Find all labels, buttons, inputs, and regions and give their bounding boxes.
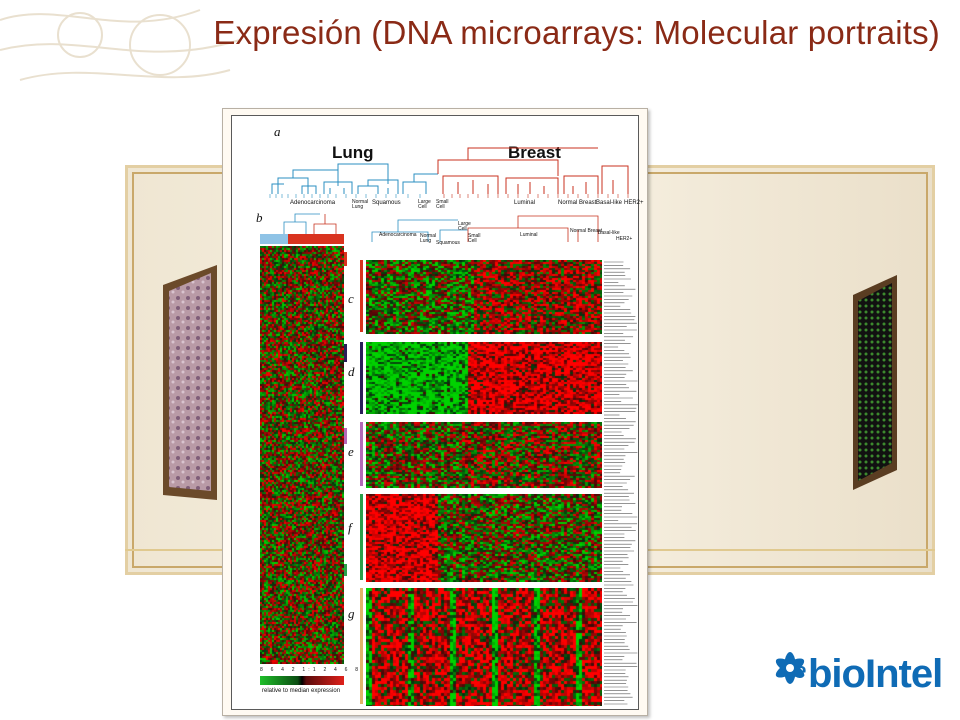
b-subtype-her2: HER2+: [616, 236, 633, 242]
a-subtype-squamous: Squamous: [372, 200, 401, 206]
b-side-marker: [344, 428, 347, 444]
panel-letter-e: e: [348, 444, 354, 459]
b-subtype-adenocarcinoma: Adenocarcinoma: [379, 232, 417, 238]
heatmap-e: [366, 422, 602, 488]
heatmap-c: [366, 260, 602, 334]
logo-text: bioIntel: [808, 652, 943, 696]
panel-letter-d: d: [348, 364, 355, 379]
gene-name-list: [604, 261, 638, 705]
b-subtype-luminal: Luminal: [520, 232, 538, 238]
legend-tick: 6: [270, 667, 277, 673]
logo-prefix: e: [794, 658, 807, 683]
dendrogram-b: [283, 213, 337, 234]
panel-letter-f: f: [348, 520, 352, 535]
legend-tick: 8: [355, 667, 362, 673]
heatmap-b: [260, 246, 344, 664]
panel-letter-c: c: [348, 291, 354, 306]
panel-letter-b: b: [256, 210, 263, 225]
figure-panel: a b c d e f g Lung Breast: [222, 108, 648, 716]
b-side-marker: [344, 252, 347, 266]
a-subtype-normal-lung: Normal Lung: [352, 199, 369, 210]
a-subtype-basal-like: Basal-like: [596, 200, 623, 206]
a-subtype-large-cell: Large Cell: [418, 199, 431, 210]
b-side-marker: [344, 344, 347, 362]
lung-group-label: Lung: [332, 143, 374, 162]
panel-letter-g: g: [348, 606, 355, 621]
b-subtype-small-cell: Small Cell: [468, 233, 481, 244]
ebiointel-logo: [775, 652, 805, 684]
legend-tick: 2: [323, 667, 330, 673]
legend-tick: 4: [334, 667, 341, 673]
heatmap-f: [366, 494, 602, 582]
legend-caption: relative to median expression: [262, 688, 341, 694]
b-subtype-normal-lung: Normal Lung: [420, 233, 437, 244]
b-lung-sample-bar: [260, 234, 288, 244]
legend-tick: 6: [344, 667, 351, 673]
g-block-bar: [360, 588, 363, 704]
a-subtype-small-cell: Small Cell: [436, 199, 449, 210]
a-subtype-adenocarcinoma: Adenocarcinoma: [290, 200, 336, 206]
b-subtype-squamous: Squamous: [436, 240, 460, 246]
header-decoration: [0, 0, 260, 90]
figure-inner: a b c d e f g Lung Breast: [231, 115, 644, 710]
legend-color-scale: [260, 676, 344, 685]
slide-title: Expresión (DNA microarrays: Molecular po…: [213, 14, 940, 51]
panel-letter-a: a: [274, 124, 281, 139]
heatmap-g: [366, 588, 602, 706]
b-breast-sample-bar: [288, 234, 344, 244]
heatmap-d: [366, 342, 602, 414]
legend-scale-ticks: 8 6 4 2 1:1 2 4 6 8: [260, 667, 361, 673]
b-subtype-large-cell: Large Cell: [458, 221, 471, 232]
a-subtype-her2: HER2+: [624, 200, 644, 206]
e-block-bar: [360, 422, 363, 486]
dendrogram-b-header: [371, 215, 599, 242]
a-subtype-luminal: Luminal: [514, 200, 536, 206]
legend-tick: 1:1: [302, 667, 319, 673]
b-subtype-basal-like: Basal-like: [598, 230, 620, 236]
f-block-bar: [360, 494, 363, 580]
b-side-marker: [344, 564, 347, 576]
b-subtype-normal-breast: Normal Breast: [570, 228, 602, 234]
legend-tick: 8: [260, 667, 266, 673]
legend-tick: 2: [291, 667, 298, 673]
a-subtype-normal-breast: Normal Breast: [558, 200, 597, 206]
legend-tick: 4: [281, 667, 288, 673]
dendrogram-a: [269, 147, 629, 198]
d-block-bar: [360, 342, 363, 414]
c-block-bar: [360, 260, 363, 332]
